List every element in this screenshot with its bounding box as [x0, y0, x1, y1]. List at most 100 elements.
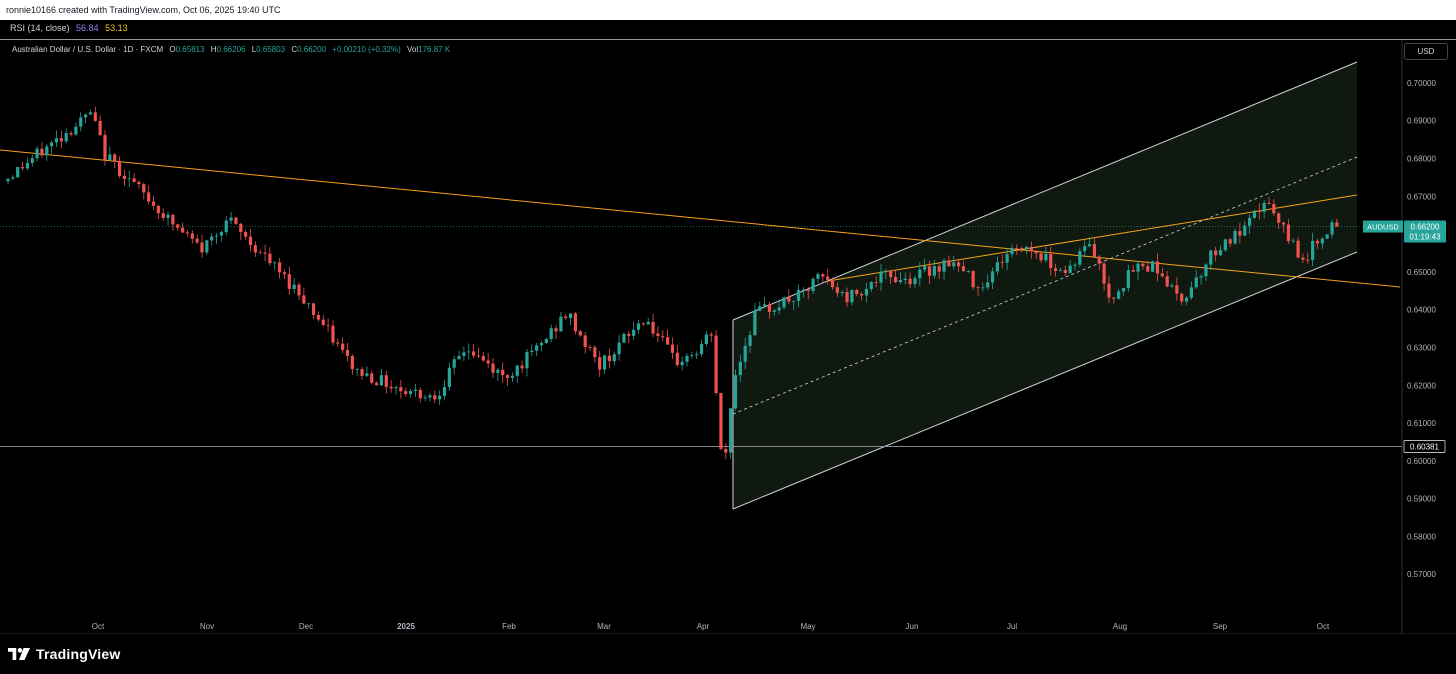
candle-body	[1165, 276, 1169, 287]
candle-body	[418, 389, 422, 399]
candle-body	[738, 361, 742, 376]
candle-body	[336, 342, 340, 344]
candle-body	[273, 262, 277, 264]
candle-body	[117, 161, 122, 176]
symbol-price-tag	[1363, 220, 1403, 233]
rsi-pane-header: RSI (14, close) 56.84 53.13	[0, 20, 1456, 40]
candle-body	[176, 224, 180, 228]
candle-body	[661, 336, 665, 338]
candle-body	[530, 350, 534, 352]
candle-body	[845, 292, 849, 303]
candle-body	[35, 148, 39, 159]
candle-body	[311, 303, 316, 315]
candle-body	[1141, 263, 1145, 267]
candle-body	[379, 375, 384, 386]
candle-body	[874, 282, 878, 283]
candle-body	[670, 344, 675, 353]
candle-body	[1029, 246, 1033, 252]
tradingview-brand: TradingView	[8, 646, 120, 662]
candle-body	[1209, 250, 1213, 265]
candle-body	[30, 158, 34, 163]
candle-body	[796, 289, 801, 301]
candle-body	[1170, 285, 1174, 287]
channel-upper-line	[732, 61, 1358, 321]
price-chart[interactable]: 0.700000.690000.680000.670000.660000.650…	[0, 40, 1456, 634]
y-tick-label: 0.61000	[1407, 419, 1436, 428]
candle-body	[767, 304, 772, 312]
candle-body	[326, 325, 330, 326]
candle-body	[166, 214, 170, 219]
candle-body	[355, 369, 359, 370]
candle-body	[229, 217, 233, 221]
candle-body	[1248, 217, 1252, 226]
candle-body	[952, 262, 956, 267]
candle-body	[1214, 250, 1218, 256]
candle-body	[748, 335, 752, 346]
candle-body	[1136, 263, 1140, 272]
candle-body	[758, 306, 762, 311]
candle-body	[733, 375, 738, 409]
candle-body	[210, 236, 214, 241]
candle-body	[316, 314, 320, 320]
candle-body	[1107, 283, 1111, 298]
channel-median-line	[732, 156, 1358, 415]
candle-body	[1005, 254, 1009, 263]
candle-body	[190, 233, 194, 239]
candle-body	[753, 310, 757, 336]
candle-body	[1146, 266, 1150, 272]
candle-body	[772, 310, 776, 312]
candle-body	[11, 177, 15, 179]
candle-body	[25, 162, 29, 169]
candle-body	[93, 112, 97, 121]
candle-body	[408, 391, 413, 395]
candle-body	[607, 355, 611, 362]
currency-button[interactable]: USD	[1404, 43, 1448, 60]
candle-body	[1228, 239, 1232, 244]
x-tick-label: Oct	[92, 622, 105, 631]
y-tick-label: 0.64000	[1407, 306, 1436, 315]
candle-body	[1184, 297, 1189, 302]
candle-body	[1010, 247, 1014, 255]
candle-body	[680, 361, 684, 366]
candle-body	[1000, 262, 1004, 264]
symbol-tag-label: AUDUSD	[1367, 223, 1399, 232]
candle-body	[1267, 202, 1271, 204]
candle-body	[341, 343, 345, 350]
candle-body	[84, 114, 88, 118]
candle-body	[132, 178, 136, 182]
candle-body	[515, 365, 519, 376]
candle-body	[214, 235, 219, 237]
candle-body	[981, 287, 985, 289]
candle-body	[525, 351, 529, 369]
x-tick-label: Nov	[200, 622, 214, 631]
candle-body	[709, 334, 713, 336]
candle-body	[54, 138, 59, 143]
candle-body	[428, 395, 432, 398]
candle-body	[433, 395, 437, 400]
candle-body	[656, 333, 660, 337]
candle-body	[142, 184, 146, 193]
close-value: 0.66200	[297, 45, 327, 54]
candle-body	[937, 266, 941, 272]
candle-body	[423, 397, 427, 399]
candle-body	[860, 294, 864, 296]
open-key: O	[169, 45, 176, 54]
candle-body	[253, 245, 257, 253]
candle-body	[617, 342, 621, 355]
candle-body	[646, 321, 650, 325]
candle-body	[1039, 253, 1043, 261]
candle-body	[69, 133, 73, 135]
candle-body	[6, 178, 10, 182]
y-tick-label: 0.70000	[1407, 79, 1436, 88]
candle-body	[185, 232, 190, 234]
y-tick-label: 0.57000	[1407, 570, 1436, 579]
candle-body	[307, 303, 311, 305]
candle-body	[1311, 240, 1315, 260]
candle-body	[375, 382, 379, 386]
candle-body	[636, 323, 641, 330]
candle-body	[593, 347, 597, 358]
candle-body	[476, 355, 481, 357]
candle-body	[1330, 222, 1334, 235]
candle-body	[350, 355, 354, 370]
candle-body	[1286, 224, 1290, 242]
